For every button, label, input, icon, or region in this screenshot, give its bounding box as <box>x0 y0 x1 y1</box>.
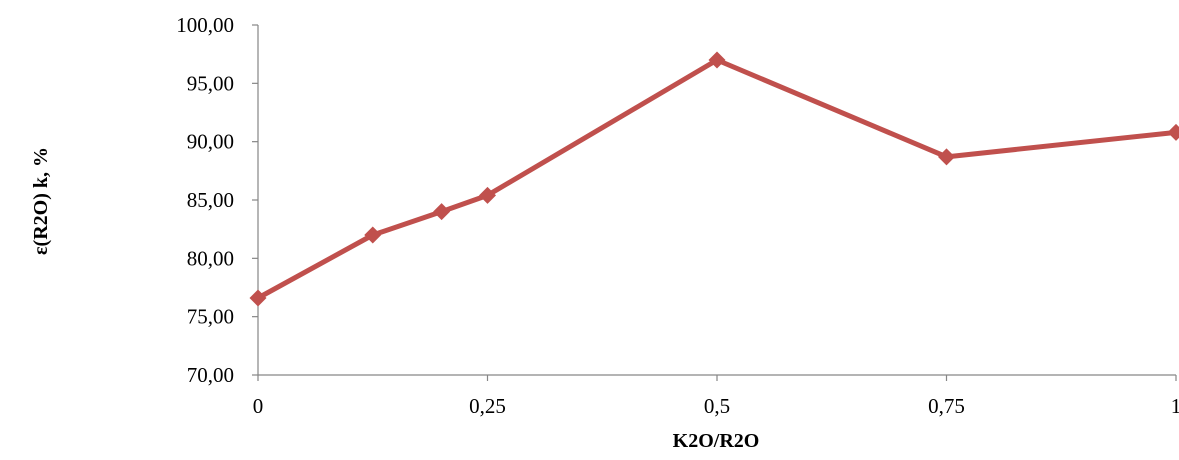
y-tick-label: 100,00 <box>176 13 234 37</box>
y-tick-label: 70,00 <box>187 363 234 387</box>
data-point-marker <box>433 203 450 220</box>
x-axis-title: K2O/R2O <box>673 430 760 452</box>
x-tick-label: 0,75 <box>928 394 965 418</box>
series-line <box>258 60 1176 298</box>
x-tick-label: 1 <box>1171 394 1179 418</box>
y-axis-title: ε(R2O) k, % <box>30 147 52 255</box>
x-tick-label: 0 <box>253 394 264 418</box>
x-tick-label: 0,5 <box>704 394 730 418</box>
y-tick-label: 85,00 <box>187 188 234 212</box>
data-point-marker <box>938 148 955 165</box>
x-tick-label: 0,25 <box>469 394 506 418</box>
data-point-marker <box>1168 124 1179 141</box>
y-tick-label: 90,00 <box>187 130 234 154</box>
y-tick-label: 75,00 <box>187 305 234 329</box>
y-tick-label: 80,00 <box>187 246 234 270</box>
y-tick-label: 95,00 <box>187 71 234 95</box>
